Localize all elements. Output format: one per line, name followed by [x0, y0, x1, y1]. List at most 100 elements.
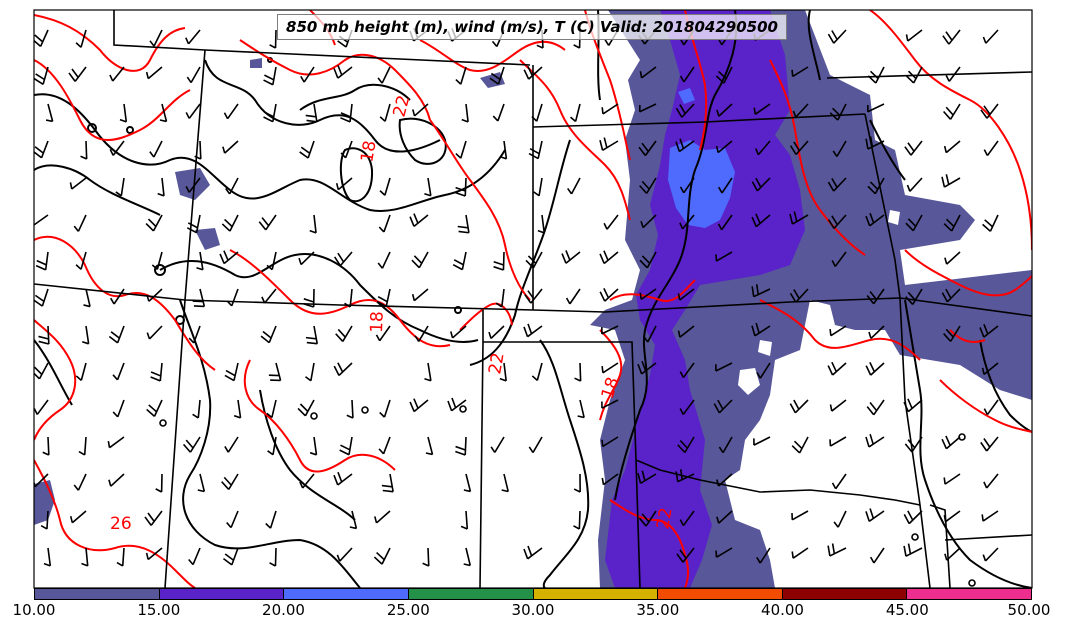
- wind-barb: [639, 177, 657, 194]
- wind-barb: [182, 436, 201, 453]
- wind-barb: [528, 436, 543, 454]
- wind-barb: [753, 103, 771, 115]
- wind-barb: [573, 510, 581, 530]
- wind-barb: [149, 140, 163, 158]
- wind-barb: [151, 251, 163, 270]
- wind-barb: [146, 288, 163, 302]
- wind-barb: [943, 103, 961, 120]
- wind-barb: [221, 214, 239, 232]
- wind-barb: [561, 250, 581, 264]
- wind-barb: [305, 362, 315, 382]
- wind-barb: [83, 288, 91, 308]
- wind-barb: [144, 510, 163, 526]
- wind-barb: [982, 214, 999, 232]
- colorbar-segment: [35, 589, 159, 599]
- wind-barb: [73, 473, 87, 491]
- colorbar-tick-label: 45.00: [885, 601, 929, 619]
- wind-barb: [789, 288, 809, 303]
- wind-barb: [298, 251, 315, 266]
- wind-barb: [185, 29, 201, 45]
- wind-barb: [108, 473, 125, 487]
- wind-barb: [865, 361, 885, 376]
- wind-barb: [866, 399, 885, 416]
- wind-barb: [219, 250, 239, 265]
- wind-barb: [489, 66, 505, 85]
- calm-wind-circle: [310, 412, 318, 420]
- wind-barb: [495, 288, 505, 308]
- colorbar-tick-label: 10.00: [12, 601, 56, 619]
- colorbar-segment: [532, 589, 658, 599]
- wind-barb: [224, 362, 239, 382]
- wind-barb: [979, 324, 999, 338]
- wind-barb: [943, 140, 961, 154]
- colorbar-segment: [407, 589, 533, 599]
- wind-barb: [81, 325, 90, 345]
- wind-fill-20-25: [668, 140, 735, 228]
- wind-barb: [715, 140, 733, 154]
- wind-barb: [831, 251, 847, 267]
- wind-barb: [944, 547, 961, 561]
- colorbar-tick-label: 20.00: [262, 601, 305, 619]
- wind-barb: [145, 214, 163, 232]
- wind-barb: [866, 103, 885, 113]
- wind-barb: [603, 214, 619, 230]
- wind-barb: [379, 399, 391, 418]
- wind-barb: [791, 547, 809, 559]
- wind-barb: [34, 362, 49, 380]
- colorbar-tick-label: 15.00: [137, 601, 181, 619]
- wind-barb: [943, 214, 961, 232]
- wind-barb: [112, 399, 125, 418]
- wind-barb: [601, 399, 619, 409]
- wind-barb: [865, 433, 885, 448]
- wind-barb: [303, 288, 315, 308]
- wind-barb: [679, 214, 695, 230]
- wind-barb: [340, 103, 353, 123]
- wind-barb: [942, 29, 961, 45]
- wind-barb: [679, 510, 695, 527]
- wind-barb: [903, 543, 923, 557]
- wind-barb: [34, 399, 49, 415]
- wind-barb: [523, 545, 543, 560]
- wind-barb: [69, 510, 87, 524]
- wind-barb: [381, 473, 394, 493]
- wind-barb: [150, 362, 163, 382]
- wind-barb: [523, 323, 543, 338]
- wind-barb: [867, 177, 885, 195]
- wind-barb: [107, 436, 125, 449]
- wind-barb: [679, 66, 695, 83]
- wind-barb: [224, 436, 239, 453]
- wind-barb: [80, 140, 88, 160]
- wind-barb: [523, 65, 543, 80]
- state-boundaries: [34, 10, 1032, 588]
- wind-barb: [226, 510, 239, 529]
- wind-barb: [452, 251, 467, 271]
- wind-barb: [374, 510, 391, 524]
- wind-barb: [713, 399, 733, 414]
- wind-barb: [832, 140, 847, 157]
- wind-barb: [829, 399, 847, 412]
- wind-barb: [638, 510, 657, 527]
- wind-barb: [983, 140, 999, 157]
- colorbar-segment: [158, 589, 284, 599]
- wind-barb: [34, 66, 49, 85]
- wind-barb: [455, 66, 467, 85]
- wind-barb: [565, 288, 581, 305]
- temp-label-5: 18: [357, 139, 380, 164]
- wind-barb: [716, 510, 733, 524]
- wind-barb: [267, 436, 277, 456]
- wind-barb: [718, 436, 733, 454]
- wind-barb: [865, 508, 885, 522]
- wind-barb: [333, 251, 353, 267]
- wind-barb: [463, 473, 472, 493]
- wind-barb: [222, 547, 239, 566]
- wind-barb: [258, 214, 277, 231]
- wind-barb: [269, 547, 277, 567]
- wind-barb: [309, 214, 317, 234]
- wind-barb: [373, 547, 391, 565]
- wind-barb: [715, 547, 733, 558]
- wind-barb: [941, 435, 961, 450]
- wind-barb: [868, 325, 885, 339]
- wind-barb: [155, 473, 163, 493]
- wind-barb: [108, 325, 125, 344]
- wind-barb: [223, 103, 239, 120]
